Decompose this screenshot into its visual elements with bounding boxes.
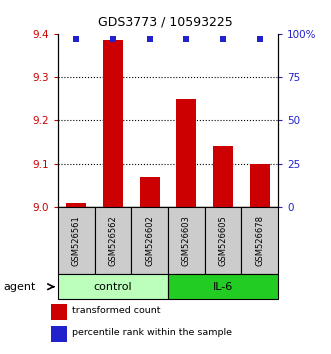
Text: GDS3773 / 10593225: GDS3773 / 10593225 — [98, 16, 233, 29]
Text: IL-6: IL-6 — [213, 282, 233, 292]
Bar — [58, 274, 168, 299]
Bar — [58, 207, 95, 274]
Text: GSM526605: GSM526605 — [218, 215, 227, 266]
Bar — [213, 146, 233, 207]
Point — [257, 36, 262, 42]
Text: GSM526562: GSM526562 — [109, 215, 118, 266]
Bar — [205, 207, 241, 274]
Bar — [51, 326, 67, 342]
Bar — [168, 274, 278, 299]
Text: percentile rank within the sample: percentile rank within the sample — [72, 329, 232, 337]
Text: GSM526678: GSM526678 — [255, 215, 264, 266]
Text: GSM526603: GSM526603 — [182, 215, 191, 266]
Text: transformed count: transformed count — [72, 306, 161, 315]
Point — [73, 36, 79, 42]
Bar — [140, 177, 160, 207]
Bar — [250, 164, 270, 207]
Point — [220, 36, 226, 42]
Bar — [95, 207, 131, 274]
Text: agent: agent — [3, 282, 36, 292]
Point — [110, 36, 116, 42]
Point — [184, 36, 189, 42]
Bar — [168, 207, 205, 274]
Bar — [241, 207, 278, 274]
Bar — [103, 40, 123, 207]
Bar — [51, 303, 67, 320]
Text: GSM526561: GSM526561 — [72, 215, 81, 266]
Text: GSM526602: GSM526602 — [145, 215, 154, 266]
Text: control: control — [94, 282, 132, 292]
Bar — [66, 203, 86, 207]
Bar — [131, 207, 168, 274]
Point — [147, 36, 152, 42]
Bar — [176, 99, 196, 207]
